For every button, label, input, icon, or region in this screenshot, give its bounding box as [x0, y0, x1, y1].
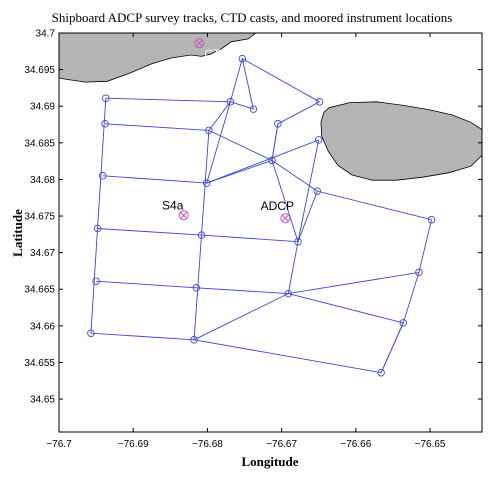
- instrument-marker-circle: [194, 38, 205, 49]
- cast-station-6: [87, 329, 95, 337]
- x-axis: −76.7 −76.69 −76.68 −76.67 −76.66 −76.65: [46, 33, 446, 450]
- y-tick-label: 34.675: [24, 212, 55, 223]
- cast-station-13: [238, 54, 247, 63]
- land-north-shore: [59, 33, 257, 83]
- cast-station-11: [205, 126, 213, 135]
- cast-station-22: [377, 368, 385, 377]
- x-axis-label: Longitude: [241, 454, 298, 469]
- instrument-marker-cross: [281, 214, 289, 222]
- y-tick-label: 34.69: [30, 102, 55, 113]
- cast-station-24: [415, 268, 423, 277]
- x-tick-label: −76.69: [118, 439, 149, 450]
- y-axis-label: Latitude: [10, 209, 25, 257]
- cast-station-18: [294, 237, 302, 246]
- y-tick-label: 34.66: [30, 321, 55, 332]
- instrument-label-ctd: CTD: [204, 47, 229, 61]
- survey-track-14: [288, 293, 404, 373]
- y-tick-label: 34.67: [30, 248, 55, 259]
- survey-track-13: [380, 219, 432, 373]
- y-axis: 34.65 34.655 34.66 34.665 34.67 34.675 34.68 34…: [24, 29, 482, 406]
- cast-station-25: [427, 215, 436, 224]
- cast-station-15: [268, 156, 276, 165]
- x-tick-label: −76.7: [46, 439, 72, 450]
- y-tick-label: 34.655: [24, 358, 55, 369]
- cast-station-20: [314, 136, 323, 144]
- cast-station-12: [226, 98, 235, 106]
- x-tick-label: −76.65: [415, 439, 446, 450]
- track-layer: [90, 57, 432, 374]
- survey-track-7: [90, 98, 107, 334]
- instrument-marker-cross: [195, 39, 203, 47]
- plot-area: [59, 33, 482, 377]
- cast-station-2: [101, 120, 109, 128]
- cast-station-19: [313, 187, 322, 195]
- y-tick-label: 34.695: [24, 65, 55, 76]
- y-tick-label: 34.665: [24, 285, 55, 296]
- cast-station-7: [190, 336, 198, 344]
- cast-station-10: [202, 179, 211, 187]
- cast-station-16: [274, 120, 282, 128]
- cast-station-14: [249, 105, 258, 113]
- instrument-ctd: [194, 38, 205, 49]
- survey-track-1: [105, 57, 320, 103]
- survey-track-11: [193, 123, 299, 341]
- survey-track-6: [90, 332, 382, 374]
- cast-station-3: [99, 172, 107, 180]
- survey-track-5: [96, 271, 419, 295]
- cast-station-23: [399, 319, 408, 327]
- cast-station-8: [192, 284, 201, 292]
- cast-station-17: [284, 289, 293, 298]
- survey-track-10: [208, 129, 318, 192]
- instrument-marker-circle: [280, 213, 291, 224]
- cast-station-9: [197, 231, 206, 239]
- y-tick-label: 34.685: [24, 138, 55, 149]
- land-east-island: [320, 101, 482, 181]
- instrument-s4a: [178, 210, 189, 221]
- land-layer: [59, 33, 482, 181]
- cast-station-5: [92, 277, 100, 285]
- cast-station-21: [315, 98, 324, 106]
- x-tick-label: −76.67: [266, 439, 297, 450]
- cast-station-4: [93, 224, 102, 233]
- survey-track-9: [206, 101, 319, 184]
- instrument-marker-cross: [180, 211, 188, 219]
- plot-frame: [58, 32, 483, 433]
- x-tick-label: −76.66: [340, 439, 371, 450]
- cast-station-1: [102, 94, 110, 102]
- instrument-layer: [178, 38, 291, 224]
- y-tick-label: 34.7: [36, 29, 56, 40]
- instrument-marker-circle: [178, 210, 189, 221]
- survey-track-12: [297, 139, 320, 242]
- instrument-adcp: [280, 213, 291, 224]
- y-tick-label: 34.68: [30, 175, 55, 186]
- instrument-label-s4a: S4a: [162, 198, 184, 212]
- survey-track-8: [193, 130, 210, 340]
- chart-title: Shipboard ADCP survey tracks, CTD casts,…: [52, 10, 453, 25]
- y-tick-label: 34.65: [30, 395, 55, 406]
- instrument-label-adcp: ADCP: [261, 199, 294, 213]
- x-tick-label: −76.68: [192, 439, 223, 450]
- station-layer: [87, 54, 436, 377]
